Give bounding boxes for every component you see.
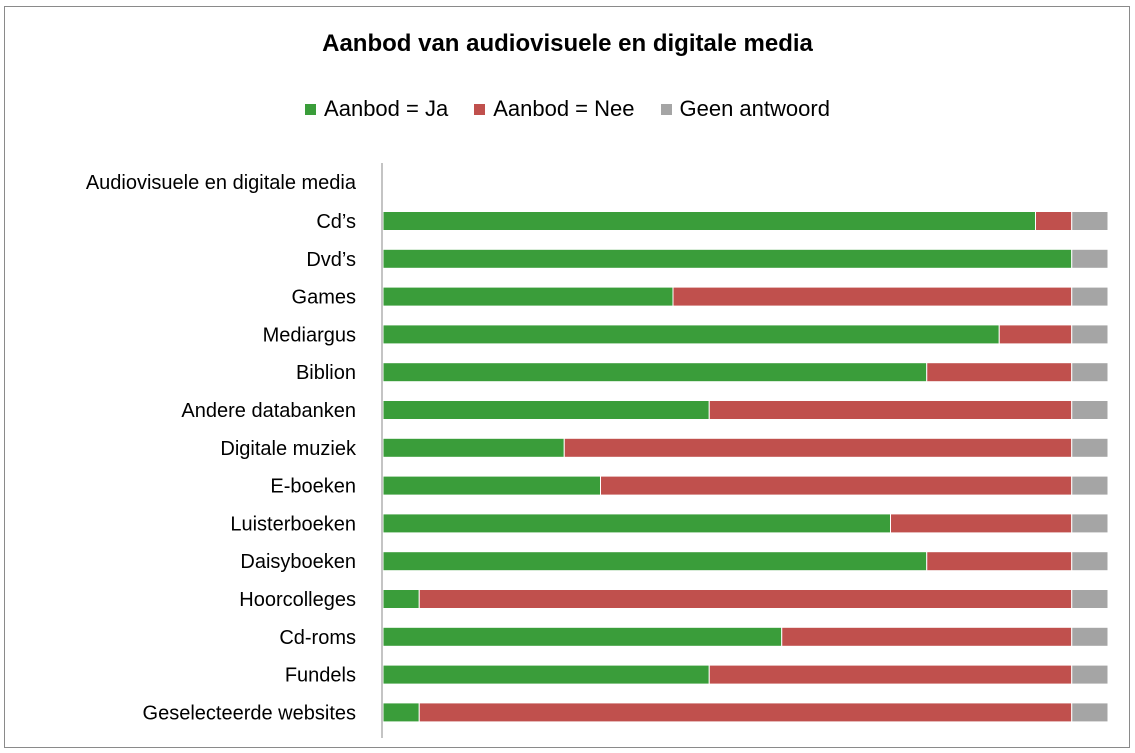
bar-geselecteerde-websites-aanbod-ja [382,702,420,723]
bar-mediargus-aanbod-ja [382,324,1000,345]
category-label-digitale-muziek: Digitale muziek [220,438,357,460]
bar-e-boeken-aanbod-nee [600,475,1073,496]
bar-e-boeken-geen-antwoord [1071,475,1109,496]
category-label-cd-roms: Cd-roms [279,627,356,649]
bar-cd-roms-aanbod-ja [382,626,783,647]
category-label-hoorcolleges: Hoorcolleges [239,589,356,611]
legend-swatch-ja [305,103,317,115]
bar-luisterboeken-geen-antwoord [1071,513,1109,534]
bar-biblion-aanbod-ja [382,362,928,383]
bar-dvd-s-aanbod-ja [382,248,1073,269]
legend-item-ja: Aanbod = Ja [305,96,448,122]
chart-legend: Aanbod = Ja Aanbod = Nee Geen antwoord [0,96,1135,122]
bar-biblion-geen-antwoord [1071,362,1109,383]
category-label-geselecteerde-websites: Geselecteerde websites [143,702,356,724]
bar-fundels-aanbod-nee [708,664,1073,685]
bar-digitale-muziek-aanbod-ja [382,437,565,458]
bar-mediargus-geen-antwoord [1071,324,1109,345]
legend-item-geen: Geen antwoord [660,96,830,122]
legend-swatch-nee [474,103,486,115]
bar-cd-s-aanbod-ja [382,211,1036,231]
bar-daisyboeken-aanbod-nee [926,551,1073,572]
category-label-dvd-s: Dvd’s [306,249,356,271]
bar-digitale-muziek-aanbod-nee [563,437,1073,458]
category-label-games: Games [292,287,356,309]
bar-cd-s-geen-antwoord [1071,211,1109,231]
bar-games-geen-antwoord [1071,286,1109,307]
bar-hoorcolleges-aanbod-ja [382,589,420,609]
bar-daisyboeken-geen-antwoord [1071,551,1109,572]
bar-andere-databanken-aanbod-ja [382,400,710,420]
category-label-fundels: Fundels [285,665,356,687]
bar-hoorcolleges-geen-antwoord [1071,589,1109,609]
category-label-biblion: Biblion [296,362,356,384]
legend-label-ja: Aanbod = Ja [324,96,449,121]
bar-geselecteerde-websites-aanbod-nee [418,702,1073,723]
bar-andere-databanken-aanbod-nee [708,400,1073,420]
bar-cd-roms-aanbod-nee [781,626,1073,647]
category-label-luisterboeken: Luisterboeken [230,513,356,535]
bar-mediargus-aanbod-nee [998,324,1073,345]
legend-swatch-geen [660,103,672,115]
chart-title: Aanbod van audiovisuele en digitale medi… [322,30,813,57]
bar-fundels-geen-antwoord [1071,664,1109,685]
bar-daisyboeken-aanbod-ja [382,551,928,572]
bar-hoorcolleges-aanbod-nee [418,589,1073,609]
bar-games-aanbod-ja [382,286,674,307]
category-label-mediargus: Mediargus [263,324,356,346]
bar-luisterboeken-aanbod-ja [382,513,891,534]
category-label-andere-databanken: Andere databanken [181,400,356,422]
bars-group [382,211,1109,723]
bar-e-boeken-aanbod-ja [382,475,601,496]
bar-games-aanbod-nee [672,286,1073,307]
category-label-cd-s: Cd’s [316,211,356,233]
category-label-e-boeken: E-boeken [270,476,356,498]
legend-label-geen: Geen antwoord [679,96,830,121]
category-labels: Cd’s Dvd’s Games Mediargus Biblion Andere dat… [143,211,357,724]
bar-biblion-aanbod-nee [926,362,1073,383]
bar-cd-s-aanbod-nee [1035,211,1073,231]
category-label-daisyboeken: Daisyboeken [240,551,356,573]
bar-fundels-aanbod-ja [382,664,710,685]
bar-dvd-s-geen-antwoord [1071,248,1109,269]
bar-luisterboeken-aanbod-nee [890,513,1073,534]
legend-item-nee: Aanbod = Nee [474,96,635,122]
legend-label-nee: Aanbod = Nee [493,96,635,121]
bar-andere-databanken-geen-antwoord [1071,400,1109,420]
bar-geselecteerde-websites-geen-antwoord [1071,702,1109,723]
bar-cd-roms-geen-antwoord [1071,626,1109,647]
bar-digitale-muziek-geen-antwoord [1071,437,1109,458]
group-label: Audiovisuele en digitale media [86,172,357,194]
